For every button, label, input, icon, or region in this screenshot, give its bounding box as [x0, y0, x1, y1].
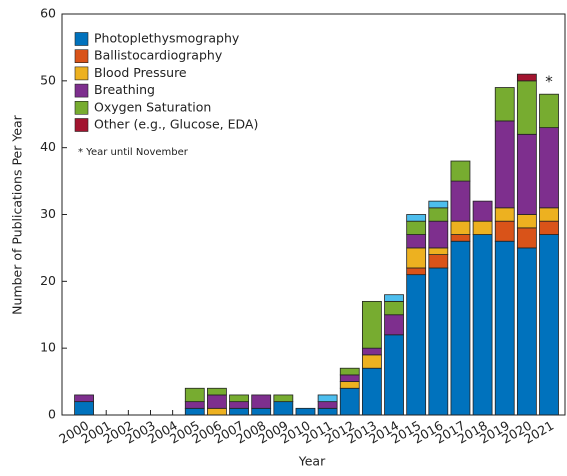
bar-segment	[494, 87, 515, 122]
bar-segment	[184, 407, 205, 416]
bar-segment	[339, 374, 360, 382]
bar-segment	[273, 394, 294, 403]
y-tick-label: 40	[40, 139, 56, 154]
bar-segment	[539, 234, 559, 416]
bar-segment	[516, 247, 537, 416]
y-axis-label: Number of Publications Per Year	[10, 114, 25, 315]
legend-swatch	[74, 118, 89, 132]
bar-segment	[428, 254, 449, 269]
bar-segment	[384, 314, 404, 336]
bar-segment	[406, 220, 427, 235]
x-axis-label: Year	[298, 454, 326, 469]
bar-segment	[317, 394, 338, 403]
y-tick-label: 50	[40, 72, 56, 87]
bar-segment	[384, 294, 404, 302]
bar-segment	[494, 240, 515, 416]
y-tick-label: 60	[40, 6, 56, 21]
bar-segment	[539, 127, 559, 209]
bar-segment	[317, 407, 338, 416]
legend-label: Ballistocardiography	[94, 48, 223, 63]
legend-label: Photoplethysmography	[94, 31, 240, 46]
bar-segment	[361, 347, 382, 356]
bar-segment	[539, 220, 559, 235]
bar-segment	[406, 247, 427, 269]
bar-segment	[539, 93, 559, 129]
bar-segment	[273, 401, 294, 416]
bar-segment	[450, 180, 471, 222]
bar-segment	[384, 334, 404, 416]
bar-segment	[361, 367, 382, 416]
y-tick-label: 10	[40, 340, 56, 355]
note: * Year until November	[78, 147, 189, 158]
bar-segment	[251, 394, 272, 409]
bar-segment	[229, 394, 249, 403]
bar-segment	[207, 387, 227, 396]
bar-segment	[450, 240, 471, 416]
bar-segment	[184, 387, 205, 403]
legend-swatch	[74, 32, 89, 46]
bar-segment	[428, 200, 449, 209]
bar-segment	[516, 227, 537, 249]
bar-segment	[339, 387, 360, 416]
bar-segment	[361, 354, 382, 369]
bar-segment	[516, 80, 537, 135]
legend-label: Other (e.g., Glucose, EDA)	[94, 117, 258, 132]
bar-segment	[472, 220, 493, 235]
legend-swatch	[74, 101, 89, 115]
bar-segment	[184, 401, 205, 409]
legend-swatch	[74, 83, 89, 98]
legend-swatch	[74, 66, 89, 81]
bar-segment	[251, 407, 272, 416]
bar-segment	[472, 200, 493, 222]
bar-segment	[428, 247, 449, 256]
legend-label: Blood Pressure	[94, 65, 187, 80]
bar-segment	[207, 407, 227, 416]
plot-frame	[61, 13, 566, 416]
bar-segment	[450, 234, 471, 242]
bar-segment	[516, 133, 537, 215]
bar-segment	[229, 401, 249, 409]
y-tick-label: 30	[40, 206, 56, 221]
bar-segment	[339, 381, 360, 389]
bar-segment	[406, 274, 427, 416]
bar-segment	[428, 220, 449, 249]
bar-segment	[450, 160, 471, 182]
legend-label: Oxygen Saturation	[94, 99, 211, 114]
bar-segment	[339, 367, 360, 376]
bar-segment	[295, 407, 316, 416]
bar-segment	[516, 214, 537, 229]
y-tick-label: 20	[40, 273, 56, 288]
y-tick-label: 0	[48, 407, 56, 422]
bar-segment	[384, 300, 404, 316]
bar-segment	[516, 73, 537, 82]
bar-segment	[74, 394, 94, 403]
legend-box	[70, 26, 292, 168]
bar-segment	[494, 207, 515, 222]
annotation: *	[545, 73, 553, 91]
bar-segment	[207, 394, 227, 409]
bar-segment	[539, 207, 559, 222]
bar-segment	[494, 120, 515, 209]
bar-segment	[494, 220, 515, 242]
bar-segment	[229, 407, 249, 416]
legend: Photoplethysmography Ballistocardiography…	[70, 26, 292, 168]
legend-swatch	[74, 49, 89, 64]
bar-segment	[317, 401, 338, 409]
bar-segment	[406, 214, 427, 222]
bar-segment	[406, 267, 427, 276]
bar-segment	[74, 401, 94, 416]
bar-segment	[450, 220, 471, 235]
bar-segment	[428, 207, 449, 222]
bar-segment	[406, 234, 427, 249]
legend-label: Breathing	[94, 82, 155, 97]
bar-segment	[361, 300, 382, 349]
bar-segment	[428, 267, 449, 416]
bar-segment	[472, 234, 493, 416]
